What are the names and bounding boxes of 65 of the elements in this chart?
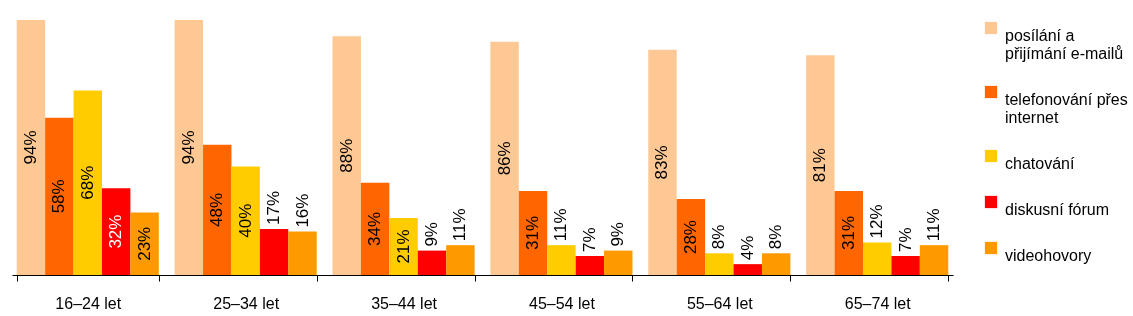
bar [446, 245, 475, 275]
data-label: 12% [867, 204, 887, 239]
bar [174, 20, 204, 275]
bar [891, 256, 920, 275]
data-label: 17% [264, 190, 284, 225]
bar [863, 242, 892, 275]
bar [705, 253, 734, 275]
legend-label: videohovory [1005, 247, 1092, 264]
bar [648, 49, 677, 275]
bar [45, 117, 74, 275]
bar [259, 228, 289, 275]
data-label: 58% [49, 179, 69, 214]
data-label: 28% [680, 220, 700, 255]
data-label: 34% [365, 211, 385, 246]
bar [733, 264, 762, 275]
x-tick-label: 65–74 let [844, 294, 912, 312]
bar [73, 90, 102, 275]
data-label: 68% [77, 165, 97, 200]
legend-label: diskusní fórum [1005, 201, 1110, 218]
data-label: 31% [838, 215, 858, 250]
data-label: 9% [608, 222, 628, 247]
bar [490, 41, 519, 275]
data-label: 7% [579, 227, 599, 253]
legend-label: telefonování přes internet [1005, 91, 1128, 126]
data-label: 81% [810, 148, 830, 183]
data-label: 48% [207, 192, 227, 227]
x-tick-label: 35–44 let [371, 294, 438, 312]
data-label: 32% [106, 214, 126, 249]
data-label: 7% [895, 227, 915, 253]
data-label: 23% [134, 226, 154, 261]
data-label: 11% [551, 208, 571, 242]
bar [231, 166, 260, 275]
x-tick-label: 25–34 let [213, 294, 280, 312]
data-label: 83% [652, 145, 672, 180]
data-label: 8% [709, 224, 729, 250]
data-label: 31% [523, 215, 543, 250]
data-label: 9% [421, 222, 441, 247]
data-label: 40% [235, 203, 255, 238]
bar [547, 245, 576, 275]
data-label: 21% [393, 229, 413, 264]
bar [806, 55, 835, 275]
data-label: 86% [494, 141, 514, 176]
bar [203, 144, 232, 275]
data-label: 4% [737, 235, 757, 261]
x-tick-label: 55–64 let [686, 294, 754, 312]
data-label: 11% [924, 208, 944, 242]
data-label: 94% [20, 130, 40, 165]
bar [360, 182, 390, 275]
data-label: 88% [336, 138, 356, 173]
bar [761, 253, 791, 275]
bar [417, 250, 447, 275]
legend-label: chatování [1005, 155, 1075, 172]
data-label: 11% [450, 208, 470, 242]
x-tick-label: 45–54 let [529, 294, 596, 312]
data-label: 94% [178, 130, 198, 165]
bar [332, 36, 361, 275]
data-label: 16% [292, 193, 312, 228]
bar [604, 250, 633, 275]
bar [919, 245, 949, 275]
bar [16, 20, 46, 275]
legend-label: posílání a přijímání e-mailů [1005, 27, 1124, 62]
bar [288, 231, 317, 275]
x-tick-label: 16–24 let [55, 294, 122, 312]
bar [575, 256, 605, 275]
data-label: 8% [766, 224, 786, 250]
